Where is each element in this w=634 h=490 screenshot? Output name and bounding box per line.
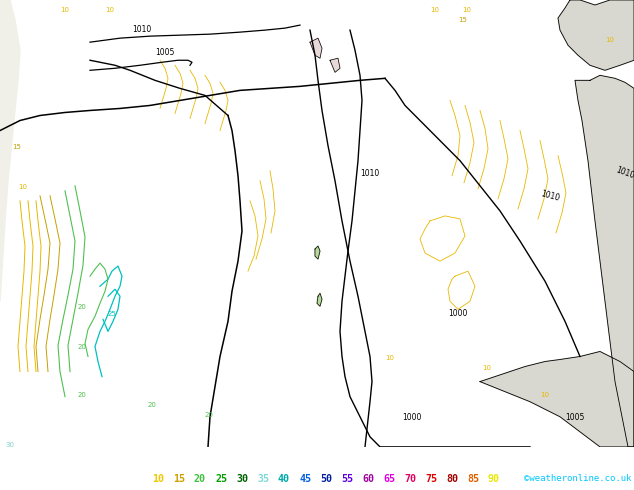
Text: 1005: 1005	[565, 413, 585, 422]
Text: 30: 30	[5, 442, 14, 448]
Text: 35: 35	[257, 474, 269, 484]
Text: 10: 10	[462, 7, 471, 13]
Polygon shape	[558, 0, 634, 70]
Text: ©weatheronline.co.uk: ©weatheronline.co.uk	[524, 474, 631, 484]
Text: 10: 10	[60, 7, 69, 13]
Text: 1010: 1010	[360, 169, 379, 178]
Text: 65: 65	[383, 474, 395, 484]
Text: 85: 85	[467, 474, 479, 484]
Text: 55: 55	[341, 474, 353, 484]
Text: 10: 10	[152, 474, 164, 484]
Text: 15: 15	[173, 474, 185, 484]
Text: 20: 20	[194, 474, 206, 484]
Text: 1010: 1010	[615, 166, 634, 181]
Text: 50: 50	[320, 474, 332, 484]
Text: 10: 10	[605, 37, 614, 43]
Text: 1010: 1010	[540, 189, 561, 203]
Text: 15: 15	[458, 17, 467, 23]
Text: 45: 45	[299, 474, 311, 484]
Text: 30: 30	[236, 474, 248, 484]
Text: Isotachs 10m (km/h): Isotachs 10m (km/h)	[3, 474, 117, 484]
Text: 1010: 1010	[132, 25, 152, 34]
Text: 70: 70	[404, 474, 416, 484]
Polygon shape	[330, 58, 340, 73]
Text: 75: 75	[425, 474, 437, 484]
Text: 10: 10	[18, 184, 27, 190]
Polygon shape	[310, 38, 322, 58]
Text: 15: 15	[12, 144, 21, 149]
Text: 40: 40	[278, 474, 290, 484]
Polygon shape	[0, 0, 20, 301]
Polygon shape	[480, 351, 634, 447]
Text: 90: 90	[488, 474, 500, 484]
Text: 20: 20	[148, 402, 157, 408]
Polygon shape	[315, 246, 320, 259]
Text: 10: 10	[385, 354, 394, 361]
Polygon shape	[575, 75, 634, 447]
Text: 1000: 1000	[402, 413, 422, 422]
Text: 20: 20	[78, 304, 87, 310]
Text: 20: 20	[205, 412, 214, 418]
Text: 25: 25	[215, 474, 227, 484]
Text: 20: 20	[78, 392, 87, 398]
Text: 80: 80	[446, 474, 458, 484]
Text: Surface pressure [hPa] ECMWF: Surface pressure [hPa] ECMWF	[3, 454, 171, 464]
Text: 20: 20	[78, 344, 87, 350]
Text: 25: 25	[108, 311, 117, 318]
Text: 10: 10	[482, 365, 491, 370]
Text: 1005: 1005	[155, 48, 174, 57]
Polygon shape	[317, 293, 322, 306]
Text: 1000: 1000	[448, 309, 467, 318]
Text: 60: 60	[362, 474, 374, 484]
Text: 10: 10	[430, 7, 439, 13]
Text: 10: 10	[540, 392, 549, 398]
Text: Sa 08-06-2024 00:00 UTC (00+96): Sa 08-06-2024 00:00 UTC (00+96)	[445, 454, 631, 464]
Text: 10: 10	[105, 7, 114, 13]
